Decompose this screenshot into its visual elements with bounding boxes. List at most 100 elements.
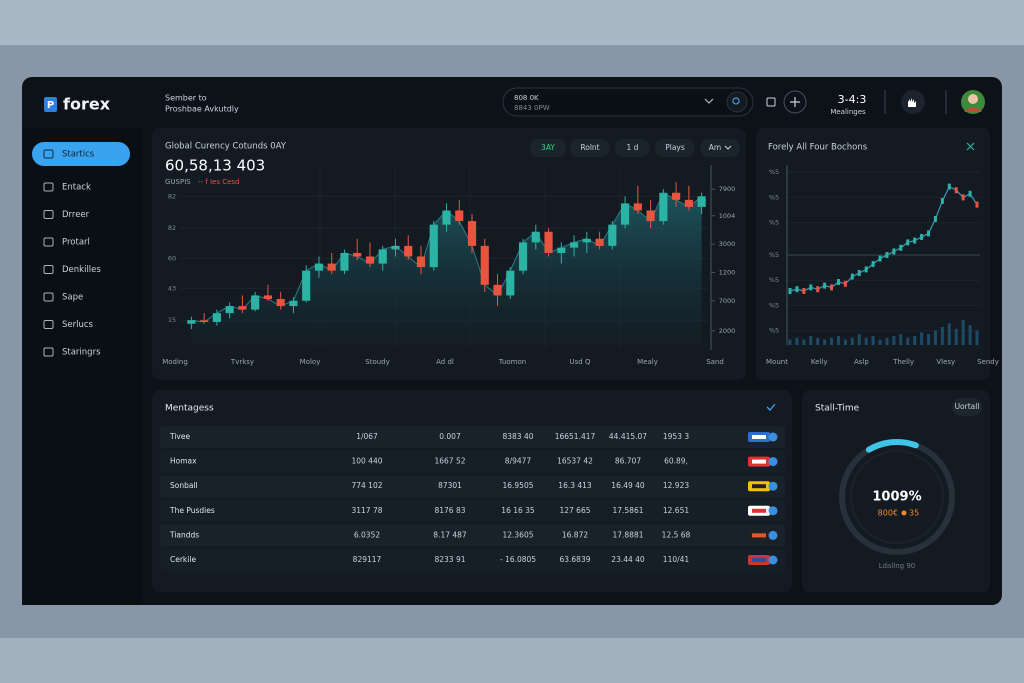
range-button[interactable]: [530, 139, 566, 157]
candle-body: [518, 242, 528, 271]
stat-button[interactable]: [952, 398, 982, 416]
y-tick-label: %5: [769, 168, 779, 176]
chevron: [704, 98, 714, 104]
search-box[interactable]: [502, 87, 754, 117]
candle-body: [557, 247, 566, 253]
x-tick-label: Moding: [162, 358, 188, 366]
row-value: 1667 52: [434, 457, 465, 466]
candle-body: [289, 300, 298, 307]
flag-stripe: [752, 508, 766, 513]
nav-item[interactable]: Protarl: [62, 238, 90, 248]
candle-body: [582, 238, 591, 243]
check-icon[interactable]: [766, 403, 776, 411]
candle-body: [416, 256, 426, 268]
row-name: Cerkile: [170, 555, 196, 564]
add-button[interactable]: [783, 90, 807, 114]
nav-item[interactable]: Staringrs: [62, 348, 101, 358]
y-tick-label: 82: [168, 224, 176, 232]
row-value: 16.872: [562, 530, 588, 539]
y2-tick-label: 7900: [719, 185, 736, 193]
candle-body: [365, 256, 375, 264]
nav-item[interactable]: Entack: [62, 183, 91, 193]
volume-bar: [830, 337, 834, 345]
candle-body: [506, 270, 515, 296]
y-tick-label: %5: [769, 301, 779, 309]
y-tick-label: %5: [769, 327, 779, 335]
row-name: Sonball: [170, 481, 198, 490]
volume-bar: [975, 330, 979, 345]
bag-icon[interactable]: [766, 97, 776, 107]
volume-bar: [885, 337, 889, 345]
flag-toggle[interactable]: [768, 457, 778, 467]
nav-icon: [43, 182, 54, 192]
row-value: 60.89,: [664, 457, 688, 466]
flag-toggle[interactable]: [768, 432, 778, 442]
candle-body: [646, 210, 655, 222]
y-tick-label: %5: [769, 251, 779, 259]
range-button[interactable]: [655, 139, 695, 157]
brand: forex: [63, 95, 111, 114]
stat-title: Stall-Time: [815, 404, 860, 414]
candle-body: [672, 192, 681, 200]
search-text: 8843 0PW: [514, 104, 550, 112]
candle-body: [251, 295, 260, 310]
candle-body: [531, 231, 540, 243]
volume-bar: [878, 339, 882, 345]
row-value: 8/9477: [505, 457, 532, 466]
flag-toggle[interactable]: [768, 555, 778, 565]
side-candle: [892, 248, 896, 255]
nav-item[interactable]: Startics: [62, 150, 95, 160]
range-button[interactable]: [615, 139, 650, 157]
nav-item[interactable]: Sape: [62, 293, 83, 303]
candle-body: [595, 238, 604, 246]
side-chart-card: [756, 128, 990, 380]
x-tick-label: Sand: [706, 358, 724, 366]
avatar-face: [968, 94, 978, 104]
volume-bar: [927, 334, 931, 345]
row-value: 12.923: [663, 481, 689, 490]
search-text: 808 0K: [514, 94, 539, 102]
nav-item[interactable]: Drreer: [62, 210, 90, 220]
nav-item[interactable]: Serlucs: [62, 320, 94, 330]
stat-sub: 800€: [878, 509, 898, 518]
flag-stripe: [752, 484, 766, 489]
volume-bar: [906, 337, 910, 345]
range-button[interactable]: [570, 139, 610, 157]
side-candle: [899, 244, 903, 251]
ring-arc: [865, 438, 919, 453]
nav-active[interactable]: [32, 142, 130, 166]
side-candle: [850, 273, 854, 280]
flag-toggle[interactable]: [768, 481, 778, 491]
hand-icon: [908, 98, 916, 107]
price-area: [191, 192, 702, 345]
search-button[interactable]: [726, 91, 748, 113]
y2-tick-label: 3000: [719, 240, 736, 248]
plus-icon: [790, 97, 800, 107]
candle-body: [238, 306, 247, 310]
y2-tick-label: 1004: [719, 212, 736, 220]
side-candle: [843, 280, 847, 287]
side-candle: [920, 234, 924, 240]
stat-sub2: 35: [909, 509, 919, 518]
row-value: 8233 91: [434, 555, 465, 564]
top-band: [0, 0, 1024, 45]
close-icon[interactable]: [966, 142, 975, 151]
side-candle: [788, 288, 792, 294]
range-button[interactable]: [700, 139, 740, 157]
volume-bar: [954, 328, 958, 345]
row-value: 3117 78: [351, 506, 382, 515]
flag-toggle[interactable]: [768, 530, 778, 540]
volume-bar: [864, 337, 868, 345]
nav-item[interactable]: Denkilles: [62, 265, 101, 275]
flag-stripe: [752, 435, 766, 439]
header-line: Proshbae Avkutdly: [165, 105, 239, 114]
candle-body: [608, 224, 617, 246]
candle-body: [314, 263, 324, 271]
flag-toggle[interactable]: [768, 506, 778, 516]
volume-bar: [843, 339, 847, 345]
candle-body: [327, 263, 336, 271]
side-candle: [975, 201, 979, 208]
candle-body: [378, 249, 387, 264]
side-candle: [802, 288, 806, 294]
volume-bar: [899, 334, 903, 345]
